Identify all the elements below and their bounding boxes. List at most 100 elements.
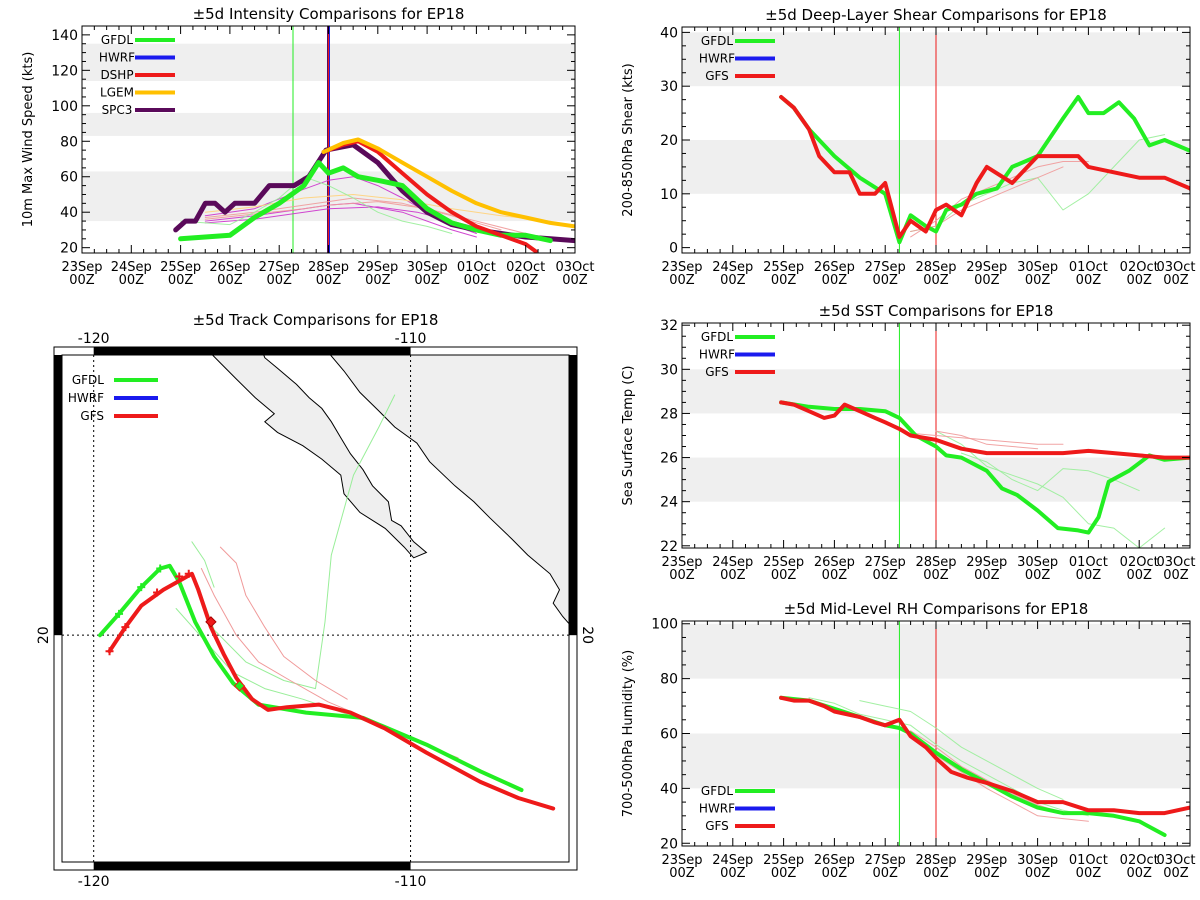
- track-marker-gfs-0: [105, 647, 114, 656]
- intensity-xtick-day-0: 23Sep: [61, 260, 102, 275]
- shear-ytick-label-2: 20: [660, 133, 678, 149]
- sst-ytick-label-4: 30: [660, 362, 678, 378]
- shear-ytick-label-3: 30: [660, 79, 678, 95]
- sst-series-gfdl-0: [779, 400, 1190, 535]
- rh-xtick-day-3: 26Sep: [814, 853, 855, 868]
- track-legend-label-gfdl: GFDL: [72, 373, 104, 387]
- sst-xtick-day-1: 24Sep: [712, 555, 753, 570]
- rh-xtick-day-4: 27Sep: [865, 853, 906, 868]
- intensity-series-lgem-9: [204, 194, 551, 222]
- rh-legend-label-hwrf: HWRF: [699, 802, 735, 816]
- track-lat-label-right-0: 20: [579, 626, 595, 644]
- track-series-gfs-5: [219, 546, 348, 700]
- track-title: ±5d Track Comparisons for EP18: [193, 311, 439, 329]
- track-lon-label-top-0: -120: [78, 331, 110, 347]
- track-panel: -120 -120 -110 -110 20 20 ±5d Track Comparison…: [36, 311, 595, 890]
- shear-series-gfs-1: [779, 95, 1190, 239]
- track-baja-fill: [212, 355, 427, 558]
- track-marker-gfdl-2: [156, 564, 165, 573]
- intensity-legend-label-hwrf: HWRF: [99, 51, 135, 65]
- intensity-xtick-day-5: 28Sep: [308, 260, 349, 275]
- sst-series-gfdl-3: [960, 452, 1140, 492]
- intensity-ytick-label-1: 40: [60, 205, 78, 221]
- intensity-ytick-label-4: 100: [51, 99, 78, 115]
- shear-xtick-hr-5: 00Z: [923, 273, 949, 288]
- sst-panel: 22242628303223Sep00Z24Sep00Z25Sep00Z26Se…: [621, 302, 1196, 583]
- sst-xtick-day-10: 03Oct: [1156, 555, 1195, 570]
- sst-series-gfs-5: [935, 430, 1039, 450]
- intensity-title: ±5d Intensity Comparisons for EP18: [193, 5, 465, 23]
- intensity-xtick-hr-4: 00Z: [266, 273, 292, 288]
- rh-xtick-day-5: 28Sep: [915, 853, 956, 868]
- track-diamond-gfdl-1: [233, 680, 246, 692]
- rh-series-gfdl-3: [859, 700, 1064, 800]
- intensity-ytick-label-2: 60: [60, 170, 78, 186]
- intensity-series-lgem-3: [321, 137, 575, 229]
- rh-xtick-hr-3: 00Z: [822, 866, 848, 881]
- sst-ytick-label-2: 26: [660, 451, 678, 467]
- sst-ylabel: Sea Surface Temp (C): [621, 365, 636, 505]
- intensity-xtick-hr-0: 00Z: [69, 273, 95, 288]
- track-lat-label-left-0: 20: [36, 626, 52, 644]
- rh-xtick-hr-9: 00Z: [1126, 866, 1152, 881]
- rh-xtick-day-1: 24Sep: [712, 853, 753, 868]
- shear-ytick-label-0: 0: [669, 241, 678, 257]
- shear-ytick-label-4: 40: [660, 25, 678, 41]
- track-marker-gfs-4: [184, 569, 193, 578]
- sst-xtick-hr-5: 00Z: [923, 568, 949, 583]
- shear-xtick-hr-3: 00Z: [822, 273, 848, 288]
- track-series-gfdl-3: [200, 394, 396, 690]
- rh-xtick-hr-0: 00Z: [669, 866, 695, 881]
- intensity-xtick-day-7: 30Sep: [407, 260, 448, 275]
- sst-xtick-day-9: 02Oct: [1120, 555, 1159, 570]
- track-series-gfdl-0: [98, 563, 524, 792]
- rh-ytick-label-3: 80: [660, 672, 678, 688]
- track-plot-area: [62, 355, 569, 862]
- rh-xtick-hr-7: 00Z: [1025, 866, 1051, 881]
- shear-legend-label-gfs: GFS: [705, 69, 729, 83]
- track-lon-label-top-1: -110: [395, 331, 427, 347]
- shear-series-gfs-4: [910, 166, 1064, 232]
- track-legend-label-hwrf: HWRF: [68, 391, 104, 405]
- intensity-ytick-label-5: 120: [51, 63, 78, 79]
- intensity-plot-area: [173, 26, 575, 253]
- sst-xtick-day-0: 23Sep: [661, 555, 702, 570]
- intensity-legend-label-spc3: SPC3: [102, 103, 133, 117]
- shear-legend-label-hwrf: HWRF: [699, 52, 735, 66]
- sst-xtick-hr-0: 00Z: [669, 568, 695, 583]
- intensity-ytick-label-6: 140: [51, 28, 78, 44]
- intensity-xtick-hr-10: 00Z: [562, 273, 588, 288]
- rh-xtick-day-6: 29Sep: [966, 853, 1007, 868]
- intensity-panel: 2040608010012014023Sep00Z24Sep00Z25Sep00…: [21, 5, 595, 288]
- rh-xtick-hr-1: 00Z: [720, 866, 746, 881]
- track-marker-gfdl-1: [137, 583, 146, 592]
- sst-ytick-label-3: 28: [660, 406, 678, 422]
- intensity-xtick-day-2: 25Sep: [160, 260, 201, 275]
- track-coastline-0: [211, 355, 428, 559]
- sst-xtick-hr-3: 00Z: [822, 568, 848, 583]
- sst-xtick-day-7: 30Sep: [1017, 555, 1058, 570]
- shear-xtick-hr-9: 00Z: [1126, 273, 1152, 288]
- sst-xtick-hr-1: 00Z: [720, 568, 746, 583]
- sst-xtick-hr-4: 00Z: [872, 568, 898, 583]
- rh-xtick-day-0: 23Sep: [661, 853, 702, 868]
- intensity-xtick-day-8: 01Oct: [457, 260, 496, 275]
- shear-xtick-day-2: 25Sep: [763, 260, 804, 275]
- shear-xtick-day-8: 01Oct: [1069, 260, 1108, 275]
- rh-ytick-label-2: 60: [660, 727, 678, 743]
- shear-xtick-hr-0: 00Z: [669, 273, 695, 288]
- sst-legend-label-gfs: GFS: [705, 365, 729, 379]
- track-border-bottom-bar: [93, 862, 411, 870]
- rh-legend-label-gfdl: GFDL: [701, 784, 733, 798]
- intensity-ytick-label-0: 20: [60, 241, 78, 257]
- shear-plot-area: [779, 27, 1190, 253]
- intensity-xtick-day-10: 03Oct: [555, 260, 594, 275]
- sst-xtick-hr-2: 00Z: [771, 568, 797, 583]
- sst-xtick-hr-9: 00Z: [1126, 568, 1152, 583]
- sst-ytick-label-1: 24: [660, 495, 678, 511]
- sst-xtick-day-5: 28Sep: [915, 555, 956, 570]
- intensity-legend-label-gfdl: GFDL: [101, 33, 133, 47]
- sst-xtick-day-6: 29Sep: [966, 555, 1007, 570]
